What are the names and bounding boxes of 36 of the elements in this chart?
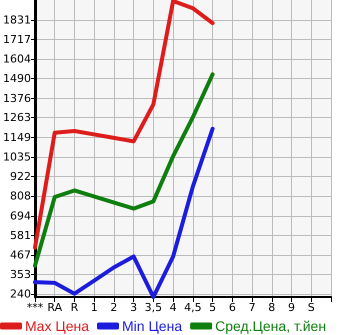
y-tick-label: 1376 bbox=[2, 92, 31, 105]
line-series bbox=[32, 72, 215, 268]
x-tick-label: 8 bbox=[268, 301, 276, 314]
y-tick-label: 581 bbox=[10, 228, 31, 242]
y-tick-label: 1263 bbox=[2, 111, 31, 124]
line-series bbox=[32, 0, 215, 250]
y-tick-label: 1604 bbox=[2, 52, 31, 66]
x-tick-label: 1 bbox=[90, 301, 98, 314]
x-tick-label: 3 bbox=[130, 301, 138, 314]
y-tick-label: 1717 bbox=[2, 32, 31, 46]
y-tick-label: 353 bbox=[10, 268, 31, 282]
line-series bbox=[32, 126, 215, 299]
y-tick-label: 694 bbox=[10, 209, 31, 222]
x-tick-label: 4,5 bbox=[184, 301, 202, 314]
x-tick-label: 5 bbox=[209, 301, 216, 314]
x-tick-label: 9 bbox=[288, 301, 296, 314]
x-tick-label: 3,5 bbox=[144, 301, 162, 314]
x-tick-label: 6 bbox=[228, 301, 236, 314]
y-tick-label: 1490 bbox=[2, 72, 31, 86]
x-tick-label: *** bbox=[26, 301, 44, 314]
y-tick-label: 1035 bbox=[2, 150, 31, 164]
x-tick-label: R bbox=[70, 301, 79, 314]
x-tick-label: RA bbox=[47, 301, 63, 314]
legend-label: Сред.Цена, т.йен bbox=[215, 318, 326, 334]
y-tick-label: 808 bbox=[10, 190, 31, 203]
y-tick-label: 467 bbox=[10, 248, 31, 262]
y-tick-label: 240 bbox=[10, 288, 31, 301]
legend-label: Min Цена bbox=[122, 318, 182, 334]
x-tick-label: 2 bbox=[110, 301, 118, 314]
y-tick-label: 1149 bbox=[2, 130, 31, 144]
x-tick-label: S bbox=[308, 301, 315, 314]
legend-label: Max Цена bbox=[25, 318, 90, 334]
x-tick-label: 7 bbox=[248, 301, 256, 314]
y-tick-label: 922 bbox=[10, 170, 31, 184]
y-tick-label: 1831 bbox=[2, 13, 31, 26]
x-tick-label: 4 bbox=[170, 301, 177, 314]
